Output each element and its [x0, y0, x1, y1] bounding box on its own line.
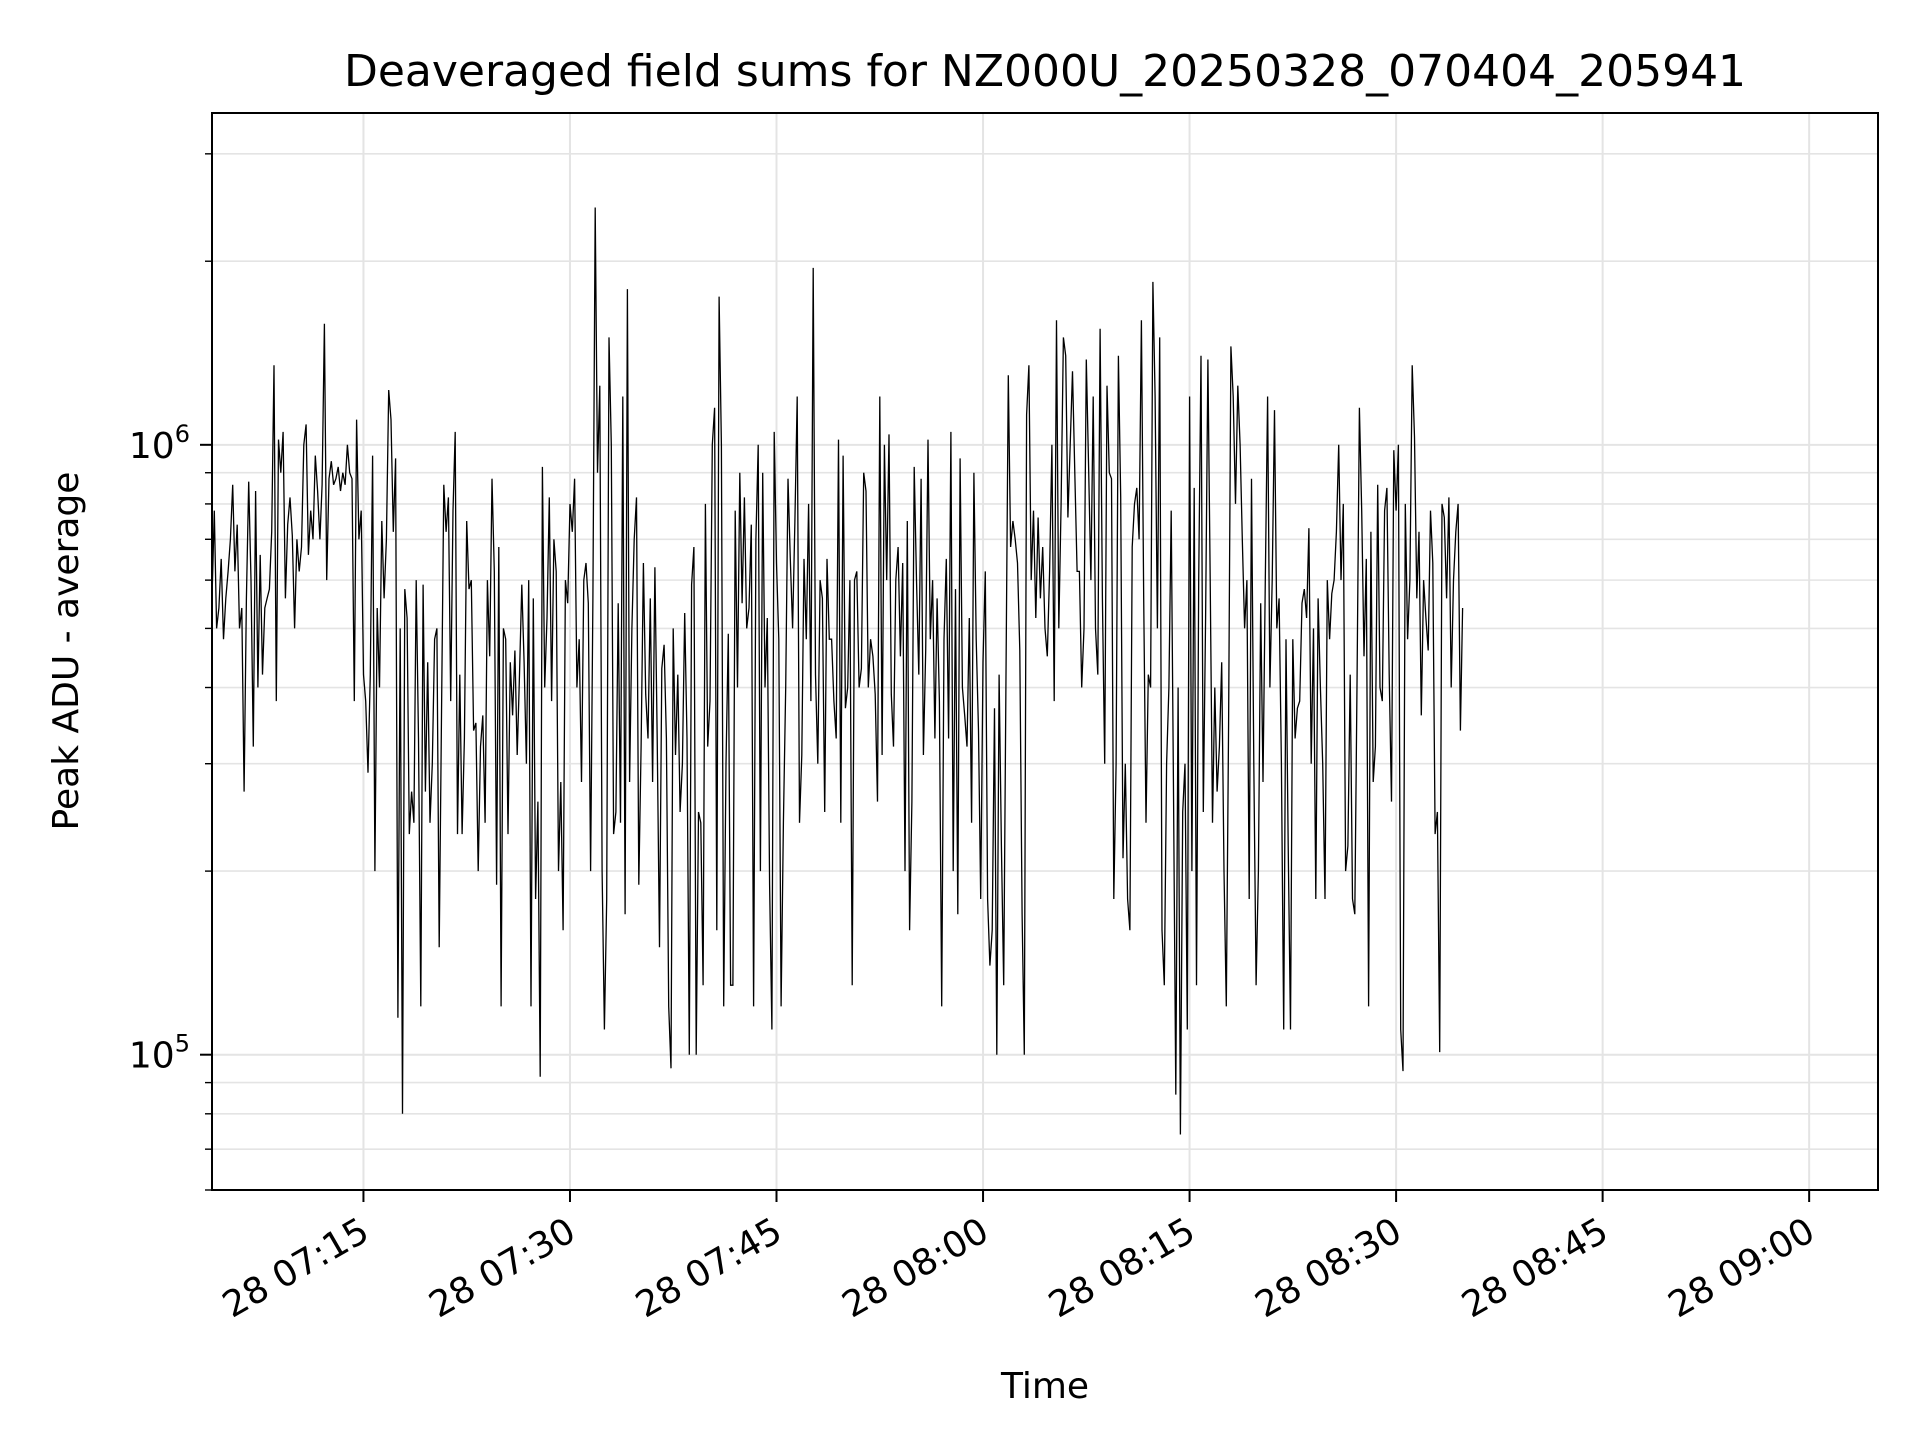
chart-title: Deaveraged field sums for NZ000U_2025032… [344, 46, 1746, 97]
y-tick-label: 106 [129, 420, 190, 467]
series-line [211, 207, 1464, 1135]
y-axis: 105 106 [129, 153, 212, 1191]
y-tick-label: 105 [129, 1030, 190, 1077]
series-layer [211, 207, 1464, 1135]
y-axis-label: Peak ADU - average [46, 472, 87, 831]
x-axis-label: Time [1000, 1366, 1089, 1407]
plot-frame [211, 112, 1879, 1191]
